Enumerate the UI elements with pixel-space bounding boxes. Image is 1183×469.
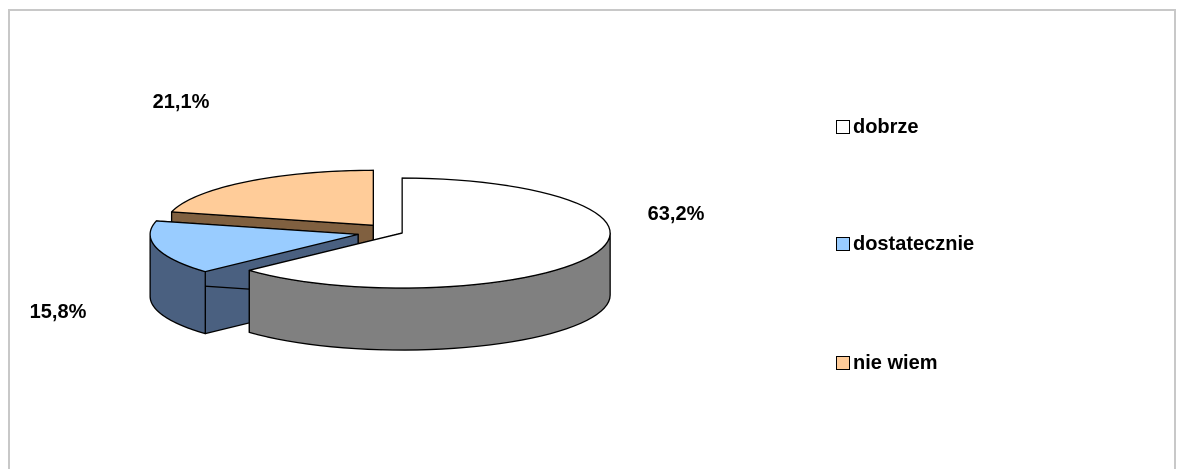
legend-label-dostatecznie: dostatecznie <box>853 232 975 255</box>
legend-item-dobrze: dobrze <box>836 114 919 140</box>
slice-top-nie wiem <box>170 169 374 226</box>
legend-item-nie-wiem: nie wiem <box>836 350 937 376</box>
legend-swatch-dobrze <box>836 120 850 134</box>
data-label-nie wiem: 21,1% <box>153 91 210 113</box>
slice-top-dostatecznie <box>149 220 359 273</box>
legend-label-nie-wiem: nie wiem <box>853 351 938 374</box>
legend-swatch-dostatecznie <box>836 237 850 251</box>
data-label-dobrze: 63,2% <box>648 203 705 225</box>
legend-swatch-nie-wiem <box>836 356 850 370</box>
legend-label-dobrze: dobrze <box>853 115 919 138</box>
data-label-dostatecznie: 15,8% <box>30 301 87 323</box>
slice-top-dobrze <box>248 177 611 289</box>
legend-item-dostatecznie: dostatecznie <box>836 231 974 257</box>
